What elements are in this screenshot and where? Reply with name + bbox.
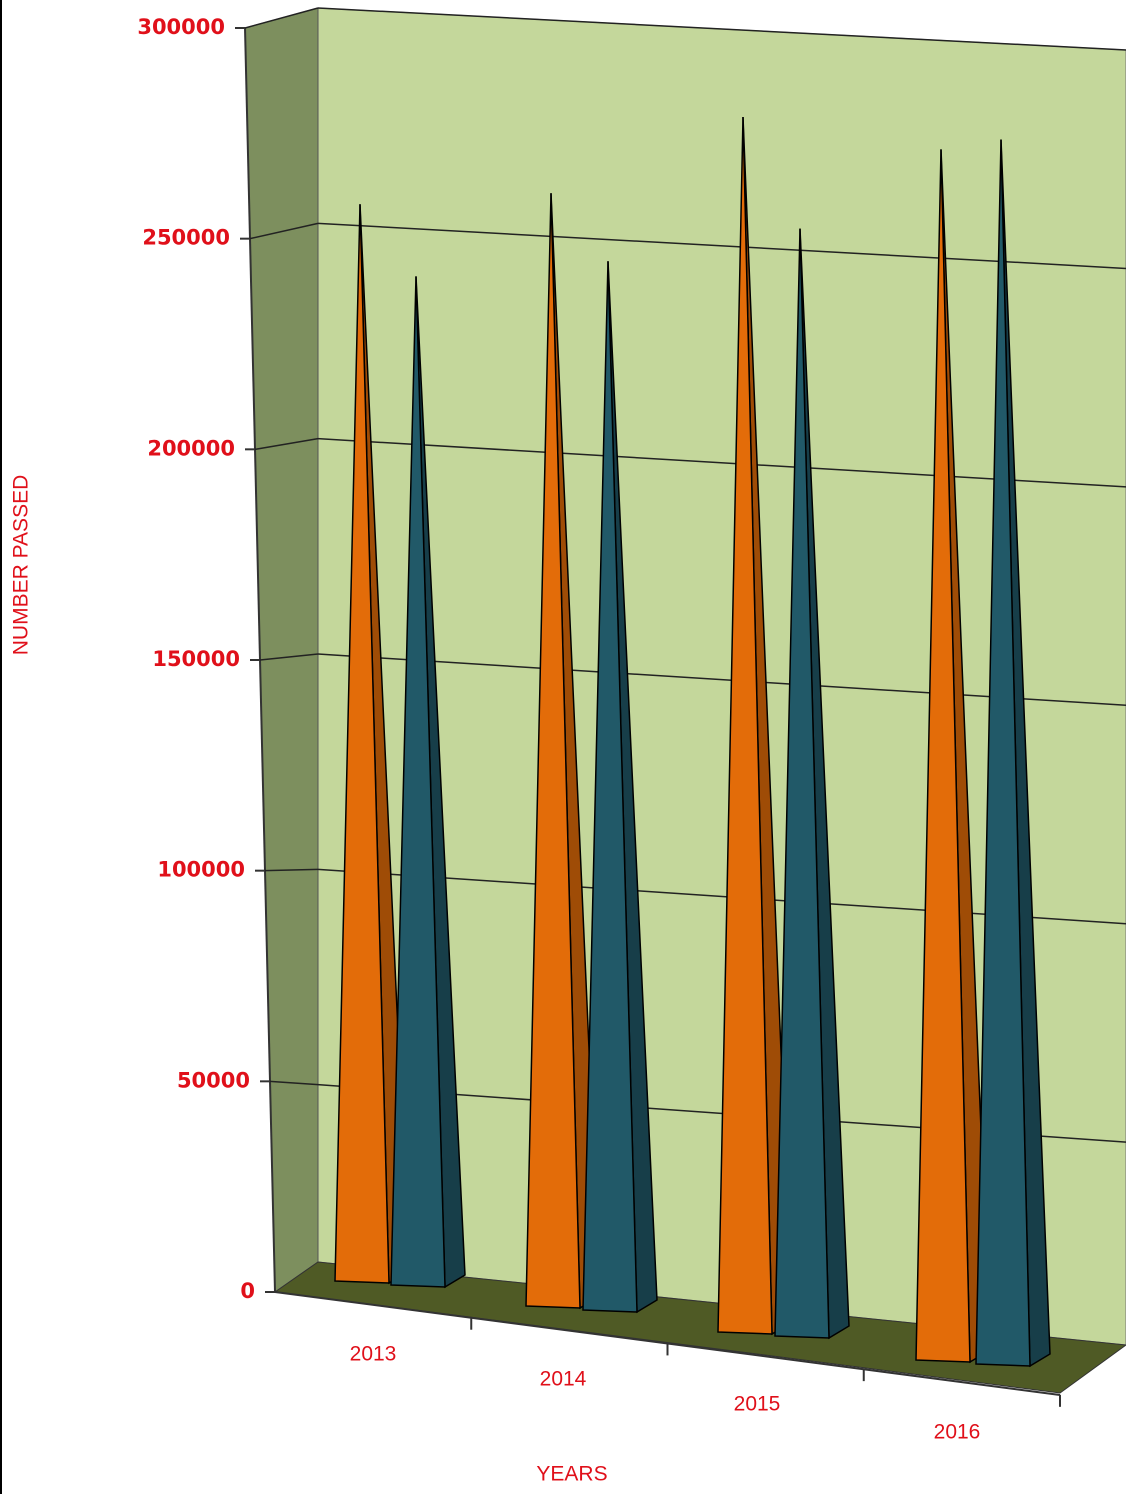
y-tick-label: 150000 bbox=[152, 647, 240, 671]
x-tick-label: 2013 bbox=[350, 1343, 397, 1366]
grid-line bbox=[269, 1080, 319, 1086]
y-tick-label: 100000 bbox=[157, 858, 245, 882]
y-tick-label: 0 bbox=[240, 1279, 255, 1303]
y-tick-label: 50000 bbox=[177, 1068, 250, 1092]
pyramid bbox=[774, 228, 830, 1339]
x-tick-label: 2015 bbox=[734, 1393, 781, 1416]
x-tick-label: 2016 bbox=[934, 1421, 981, 1444]
grid-line bbox=[254, 437, 319, 451]
y-tick-label: 250000 bbox=[142, 226, 230, 250]
floor bbox=[273, 1261, 1126, 1394]
pyramid bbox=[975, 139, 1031, 1367]
pyramid bbox=[582, 261, 638, 1313]
pyramid bbox=[915, 149, 971, 1363]
pyramid bbox=[390, 276, 446, 1288]
y-axis-title: NUMBER PASSED bbox=[10, 475, 33, 655]
grid-line bbox=[317, 437, 1126, 488]
y-tick-label: 200000 bbox=[147, 436, 235, 460]
grid-line bbox=[264, 868, 319, 872]
grid-line bbox=[244, 7, 319, 29]
grid-line bbox=[317, 7, 1126, 51]
x-axis-title: YEARS bbox=[536, 1463, 607, 1486]
grid-line bbox=[249, 222, 319, 240]
grid-line bbox=[317, 222, 1126, 270]
x-tick-label: 2014 bbox=[540, 1368, 587, 1391]
pyramid bbox=[334, 204, 390, 1284]
pyramid bbox=[525, 193, 581, 1309]
pyramid bbox=[717, 116, 773, 1335]
grid-line bbox=[259, 653, 319, 661]
y-tick-label: 300000 bbox=[137, 15, 225, 39]
